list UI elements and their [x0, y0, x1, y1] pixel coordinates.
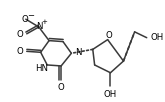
Text: OH: OH: [150, 33, 164, 42]
Text: O: O: [16, 47, 23, 56]
Text: O: O: [21, 15, 28, 24]
Text: −: −: [27, 11, 34, 20]
Text: O: O: [16, 30, 23, 39]
Text: OH: OH: [104, 90, 117, 99]
Text: N: N: [75, 48, 82, 57]
Text: HN: HN: [35, 64, 48, 73]
Text: N: N: [36, 22, 43, 32]
Text: O: O: [105, 31, 112, 40]
Text: +: +: [41, 19, 47, 25]
Text: O: O: [58, 83, 65, 92]
